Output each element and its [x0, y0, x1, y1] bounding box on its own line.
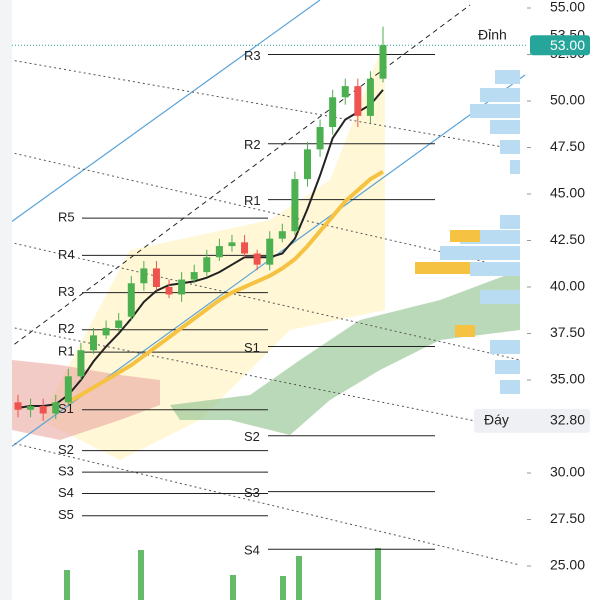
candle-body: [165, 287, 173, 295]
band-fill: [40, 40, 385, 460]
plot: R5 R4 R3 R2 R1 S1 S2 S3 S4 S5 R3 R2 R1 S1 S2 S3 S4 55.00 5…: [12, 0, 600, 600]
candle-body: [379, 45, 387, 79]
pivot-label: R3: [244, 48, 261, 63]
last-price-label: 53.00: [550, 37, 585, 53]
trend-line: [0, 149, 521, 271]
pivot-label: S2: [58, 442, 74, 457]
pivot-label: R2: [58, 321, 75, 336]
marker-bg: [474, 408, 590, 433]
pivot-label: S3: [244, 485, 260, 500]
pivot-label: S2: [244, 429, 260, 444]
candle-body: [152, 268, 160, 287]
pivot-label: R2: [244, 137, 261, 152]
candle-body: [291, 179, 299, 232]
candle-body: [228, 242, 236, 247]
candle-body: [354, 86, 362, 116]
candle-body: [241, 242, 249, 254]
edge: [0, 0, 12, 600]
marker-label: Đỉnh: [478, 27, 507, 43]
candle-body: [316, 127, 324, 150]
y-tick-label: 50.00: [550, 92, 585, 108]
candle-body: [27, 406, 35, 410]
candle-body: [127, 283, 135, 317]
candle-body: [64, 376, 72, 403]
candle-body: [341, 86, 349, 98]
y-tick-label: 27.50: [550, 510, 585, 526]
candle-body: [215, 246, 223, 258]
trend-line: [0, 239, 521, 361]
pivot-label: S3: [58, 464, 74, 479]
y-tick-label: 42.50: [550, 231, 585, 247]
pivot-label: R5: [58, 210, 75, 225]
ma-line: [17, 89, 384, 409]
decor: [0, 0, 526, 600]
pivot-label: S4: [244, 543, 260, 558]
candle-body: [329, 97, 337, 128]
candle-body: [253, 253, 261, 265]
candle-body: [203, 257, 211, 273]
y-tick-label: 35.00: [550, 371, 585, 387]
pivot-label: R4: [58, 247, 75, 262]
candle-body: [52, 402, 60, 414]
pivot-label: S1: [244, 340, 260, 355]
y-tick-label: 45.00: [550, 185, 585, 201]
last-price-badge: [530, 35, 590, 56]
candle-body: [140, 268, 148, 284]
marker-label: Đáy: [484, 412, 509, 428]
pivot-label: S5: [58, 507, 74, 522]
trend-line: [0, 324, 521, 431]
y-tick-label: 37.50: [550, 324, 585, 340]
ma-line: [67, 169, 385, 405]
volume-profile: [415, 230, 480, 337]
candle-body: [190, 272, 198, 280]
volume-profile: [440, 70, 520, 394]
candle-body: [178, 279, 186, 295]
pivot-label: S4: [58, 485, 74, 500]
candle-body: [266, 238, 274, 265]
candle-body: [303, 149, 311, 180]
pivot-label: S1: [58, 401, 74, 416]
volume-bar: [64, 548, 381, 600]
trend-line: [0, 0, 321, 231]
y-tick-label: 25.00: [550, 557, 585, 573]
y-tick-label: 47.50: [550, 138, 585, 154]
candle-body: [39, 406, 47, 414]
candle-body: [14, 402, 22, 410]
candle-body: [77, 350, 85, 377]
pivot-label: R3: [58, 284, 75, 299]
y-tick-label: 55.00: [550, 0, 585, 15]
candle-body: [278, 231, 286, 239]
candle-body: [366, 78, 374, 116]
pivot-label: R1: [244, 193, 261, 208]
trend-line: [0, 439, 521, 566]
candle-body: [102, 327, 110, 336]
pivot-label: R1: [58, 344, 75, 359]
marker-value: 32.80: [550, 412, 585, 428]
candle-body: [115, 320, 123, 328]
axis-bg: [527, 0, 600, 600]
trend-line: [0, 4, 471, 356]
y-tick-label: 30.00: [550, 464, 585, 480]
cloud-green: [170, 270, 520, 435]
y-tick-label: 40.00: [550, 278, 585, 294]
trend-line: [0, 57, 521, 151]
candle-body: [90, 335, 98, 351]
